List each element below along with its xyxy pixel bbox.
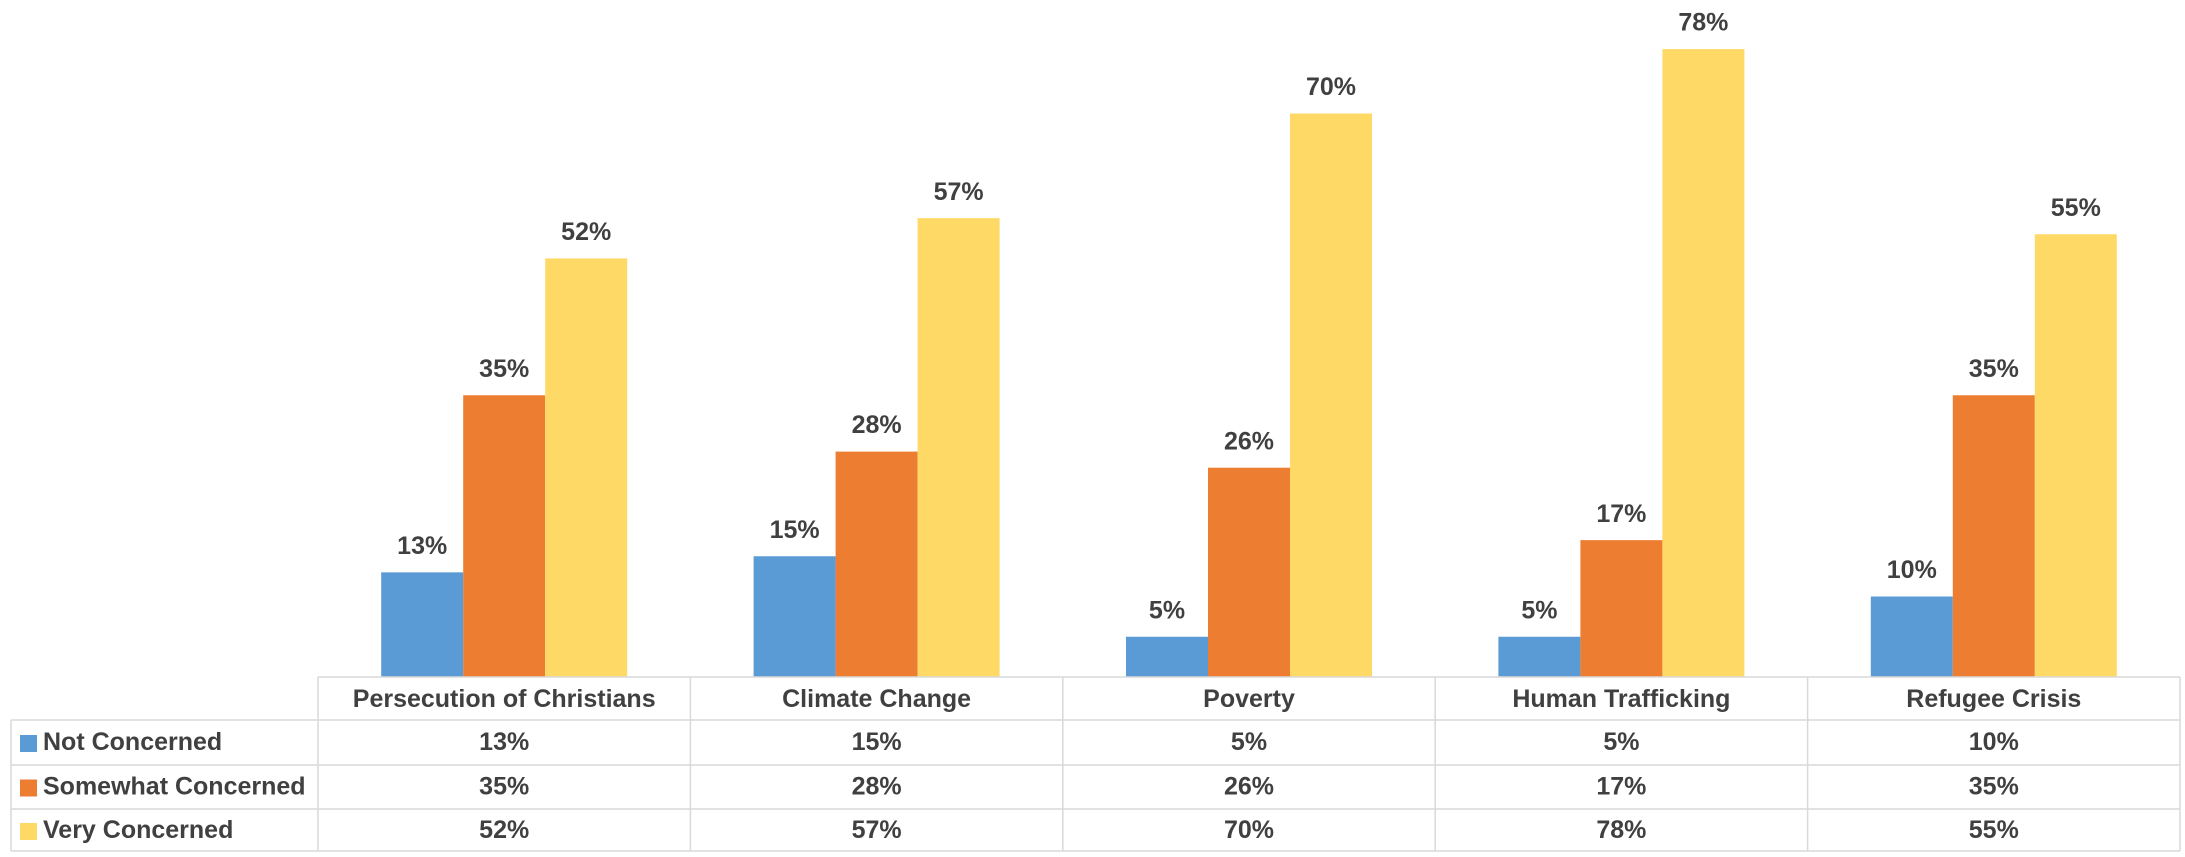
data-label: 15% bbox=[770, 516, 820, 544]
data-label: 13% bbox=[397, 532, 447, 560]
data-label: 35% bbox=[479, 355, 529, 383]
table-cell: 52% bbox=[479, 816, 529, 844]
data-label: 10% bbox=[1887, 556, 1937, 584]
category-label: Climate Change bbox=[782, 685, 971, 713]
category-label: Poverty bbox=[1203, 685, 1295, 713]
bar bbox=[1580, 540, 1663, 677]
table-cell: 55% bbox=[1969, 816, 2019, 844]
legend-label: Not Concerned bbox=[43, 728, 222, 756]
bar bbox=[1126, 636, 1208, 677]
table-cell: 26% bbox=[1224, 773, 1274, 801]
bar bbox=[1208, 467, 1290, 677]
data-label: 28% bbox=[852, 411, 902, 439]
table-cell: 10% bbox=[1969, 728, 2019, 756]
table-cell: 78% bbox=[1596, 816, 1646, 844]
category-label: Refugee Crisis bbox=[1906, 685, 2081, 713]
bar bbox=[753, 556, 836, 677]
table-cell: 17% bbox=[1596, 773, 1646, 801]
table-cell: 35% bbox=[479, 773, 529, 801]
table-cell: 57% bbox=[852, 816, 902, 844]
bar bbox=[2034, 234, 2117, 677]
bar bbox=[1662, 49, 1745, 678]
data-label: 5% bbox=[1149, 596, 1185, 624]
data-label: 17% bbox=[1596, 500, 1646, 528]
table-cell: 5% bbox=[1603, 728, 1639, 756]
data-label: 78% bbox=[1678, 9, 1728, 37]
data-label: 55% bbox=[2051, 194, 2101, 222]
data-label: 35% bbox=[1969, 355, 2019, 383]
bar bbox=[917, 218, 1000, 677]
legend-label: Somewhat Concerned bbox=[43, 773, 306, 801]
bar bbox=[381, 572, 464, 677]
data-label: 5% bbox=[1521, 596, 1557, 624]
bar bbox=[1870, 596, 1953, 677]
data-label: 52% bbox=[561, 218, 611, 246]
table-cell: 5% bbox=[1231, 728, 1267, 756]
data-label: 26% bbox=[1224, 427, 1274, 455]
table-cell: 13% bbox=[479, 728, 529, 756]
table-cell: 28% bbox=[852, 773, 902, 801]
bar bbox=[1290, 113, 1372, 677]
category-label: Persecution of Christians bbox=[353, 685, 656, 713]
data-label: 70% bbox=[1306, 73, 1356, 101]
legend-key bbox=[20, 779, 37, 797]
bar bbox=[463, 395, 546, 677]
bar bbox=[1498, 636, 1581, 677]
legend-label: Very Concerned bbox=[43, 816, 233, 844]
table-cell: 15% bbox=[852, 728, 902, 756]
category-label: Human Trafficking bbox=[1512, 685, 1730, 713]
table-cell: 35% bbox=[1969, 773, 2019, 801]
bar bbox=[545, 258, 628, 677]
data-label: 57% bbox=[934, 178, 984, 206]
legend-key bbox=[20, 735, 37, 752]
table-cell: 70% bbox=[1224, 816, 1274, 844]
legend-key bbox=[20, 823, 37, 840]
bar bbox=[835, 451, 918, 677]
bar bbox=[1952, 395, 2035, 677]
